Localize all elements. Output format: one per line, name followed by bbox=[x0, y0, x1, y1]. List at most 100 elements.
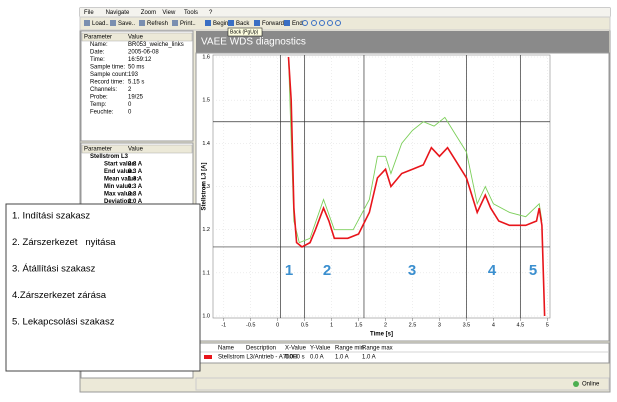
row-label: Sample count: bbox=[90, 72, 129, 78]
x-tick-label: 4 bbox=[492, 322, 495, 328]
legend-header: Y-Value bbox=[310, 346, 331, 352]
row-value: 19/25 bbox=[128, 95, 144, 101]
row-label: Sample time: bbox=[90, 65, 125, 71]
toolbar-button[interactable]: Load.. bbox=[92, 21, 109, 27]
x-tick-label: -1 bbox=[221, 322, 226, 328]
x-tick-label: 3 bbox=[438, 322, 441, 328]
menu-item[interactable]: ? bbox=[209, 10, 213, 16]
x-tick-label: 4.5 bbox=[517, 322, 525, 328]
plot: -1 -0.5 0 0.5 1 1.5 2 2.5 3 3.5 4 4.5 5 1.0 1.1 1.2 1.3 1… bbox=[202, 54, 551, 338]
chart-title-bar bbox=[196, 31, 609, 53]
menu-item[interactable]: Zoom bbox=[141, 10, 156, 16]
toolbar-icon bbox=[284, 20, 290, 26]
y-tick-label: 1.1 bbox=[202, 270, 210, 276]
toolbar-icon bbox=[84, 20, 90, 26]
row-label: Deviation: bbox=[104, 199, 133, 205]
params-panel bbox=[80, 30, 194, 142]
legend-cell: Stellstrom L3/Antrieb - A700H bbox=[218, 355, 297, 361]
zoom-icon[interactable] bbox=[302, 20, 308, 26]
y-tick-label: 1.3 bbox=[202, 184, 210, 190]
overlay-line: 5. Lekapcsolási szakasz bbox=[12, 317, 115, 328]
toolbar-button[interactable]: Print.. bbox=[180, 21, 196, 27]
overlay-line: 4.Zárszerkezet zárása bbox=[12, 290, 107, 301]
y-tick-label: 1.6 bbox=[202, 54, 210, 60]
overlay-line: 2. Zárszerkezet nyitása bbox=[12, 237, 116, 248]
row-value: 193 bbox=[128, 72, 139, 78]
status-bar bbox=[195, 377, 610, 391]
zoom-icon[interactable] bbox=[335, 20, 341, 26]
zoom-icon[interactable] bbox=[327, 20, 333, 26]
legend-swatch bbox=[204, 355, 212, 359]
legend-cell: 0.000 s bbox=[285, 355, 305, 361]
row-label: Time: bbox=[90, 57, 105, 63]
legend-header: Range min bbox=[335, 346, 364, 352]
x-tick-label: 2.5 bbox=[409, 322, 417, 328]
row-label: Mean value: bbox=[104, 177, 138, 183]
y-tick-label: 1.4 bbox=[202, 141, 210, 147]
legend-cell: 1.0 A bbox=[335, 355, 349, 361]
row-value: 0.3 A bbox=[128, 184, 143, 190]
menu-bar bbox=[80, 8, 610, 17]
table-header: Value bbox=[128, 35, 144, 41]
toolbar-icon bbox=[228, 20, 234, 26]
overlay-line: 3. Átállítási szakasz bbox=[12, 264, 96, 275]
x-tick-label: 0 bbox=[276, 322, 279, 328]
row-value: 2005-06-08 bbox=[128, 50, 159, 56]
table-header: Value bbox=[128, 147, 144, 153]
table-header: Parameter bbox=[84, 35, 112, 41]
menu-item[interactable]: File bbox=[84, 10, 94, 16]
series-line bbox=[287, 56, 546, 317]
phase-number: 3 bbox=[408, 262, 416, 279]
legend-header: Name bbox=[218, 346, 235, 352]
row-label: Max value: bbox=[104, 192, 135, 198]
row-label: Record time: bbox=[90, 80, 124, 86]
toolbar-button[interactable]: Begin bbox=[213, 21, 228, 27]
toolbar-icon bbox=[254, 20, 260, 26]
row-label: Channels: bbox=[90, 87, 117, 93]
zoom-icon[interactable] bbox=[319, 20, 325, 26]
tooltip-box bbox=[227, 27, 263, 37]
x-tick-label: 0.5 bbox=[301, 322, 309, 328]
legend-header: Range max bbox=[362, 346, 393, 352]
toolbar-icon bbox=[110, 20, 116, 26]
row-label: Feuchte: bbox=[90, 110, 114, 116]
y-tick-label: 1.5 bbox=[202, 98, 210, 104]
series-line bbox=[288, 56, 543, 244]
toolbar-button[interactable]: Forward bbox=[262, 21, 284, 27]
row-value: 50 ms bbox=[128, 65, 144, 71]
legend-cell: 1.0 A bbox=[362, 355, 376, 361]
overlay-box bbox=[5, 203, 201, 372]
row-value: 0 bbox=[128, 110, 132, 116]
x-tick-label: 1 bbox=[330, 322, 333, 328]
toolbar-button[interactable]: Back bbox=[236, 21, 250, 27]
menu-item[interactable]: View bbox=[162, 10, 176, 16]
status-icon bbox=[573, 381, 579, 387]
row-value: 0 bbox=[128, 102, 132, 108]
x-tick-label: 1.5 bbox=[355, 322, 363, 328]
row-label: Name: bbox=[90, 42, 108, 48]
toolbar-button[interactable]: Save.. bbox=[118, 21, 135, 27]
zoom-icon[interactable] bbox=[311, 20, 317, 26]
status-text: Online bbox=[582, 382, 600, 388]
toolbar-button[interactable]: End bbox=[292, 21, 303, 27]
table-header-bg bbox=[81, 32, 193, 42]
x-tick-label: 3.5 bbox=[463, 322, 471, 328]
x-tick-label: 2 bbox=[384, 322, 387, 328]
row-value: BR053_weiche_links bbox=[128, 42, 184, 48]
row-value: 16:59:12 bbox=[128, 57, 152, 63]
row-value: 2.8 A bbox=[128, 162, 143, 168]
overlay-line: 1. Indítási szakasz bbox=[12, 211, 90, 222]
overlay-text: 1. Indítási szakasz 2. Zárszerkezet nyitá… bbox=[12, 211, 116, 328]
phase-number: 2 bbox=[323, 262, 331, 279]
x-tick-label: -0.5 bbox=[246, 322, 255, 328]
phase-number: 1 bbox=[285, 262, 293, 279]
toolbar-icon bbox=[139, 20, 145, 26]
menu-item[interactable]: Tools bbox=[184, 10, 198, 16]
table-header-bg bbox=[81, 144, 193, 154]
phase-number: 5 bbox=[529, 262, 537, 279]
row-label: End value: bbox=[104, 169, 134, 175]
legend-header: X-Value bbox=[285, 346, 307, 352]
toolbar-icon bbox=[172, 20, 178, 26]
menu-item[interactable]: Navigate bbox=[106, 10, 130, 16]
toolbar-button[interactable]: Refresh bbox=[147, 21, 168, 27]
